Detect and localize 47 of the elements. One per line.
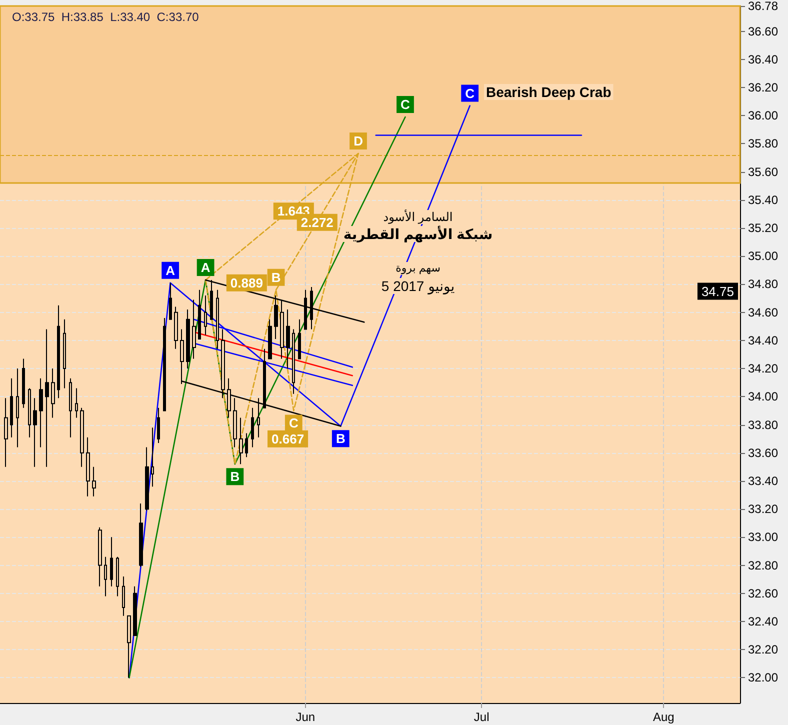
- annotation: 0.889: [230, 275, 263, 290]
- y-tick-label: 34.60: [748, 305, 778, 320]
- y-tick-label: 33.80: [748, 418, 778, 432]
- annotation: Bearish Deep Crab: [486, 84, 612, 100]
- annotation: سهم بروة: [396, 262, 440, 274]
- data-label: B: [336, 431, 346, 446]
- y-tick-label: 34.40: [748, 333, 778, 348]
- y-tick-label: 35.00: [748, 249, 778, 264]
- y-tick-label: 34.00: [748, 390, 778, 404]
- y-tick-label: 32.20: [748, 642, 778, 657]
- y-tick-label: 34.80: [748, 277, 778, 292]
- y-tick-label: 32.40: [748, 614, 778, 628]
- y-tick-label: 36.20: [748, 80, 778, 95]
- x-tick-label: Jul: [474, 710, 490, 724]
- y-tick-label: 32.60: [748, 586, 778, 600]
- y-tick-label: 32.80: [748, 558, 778, 572]
- annotation: 2.272: [300, 214, 334, 230]
- y-tick-label: 35.20: [748, 221, 778, 236]
- data-label: B: [271, 270, 281, 285]
- y-tick-label: 33.20: [748, 502, 778, 516]
- y-tick-label: 35.80: [748, 136, 778, 151]
- y-tick-label: 36.78: [748, 0, 778, 13]
- annotation: 34.75: [701, 284, 734, 299]
- annotation: O:33.75 H:33.85 L:33.40 C:33.70: [12, 10, 200, 24]
- y-tick-label: 36.00: [748, 108, 778, 123]
- y-tick-label: 32.00: [748, 670, 778, 685]
- y-tick-label: 33.60: [748, 446, 778, 460]
- x-tick-label: Aug: [652, 710, 674, 724]
- annotation: السامر الأسود: [383, 209, 453, 224]
- data-label: A: [200, 260, 211, 276]
- data-label: C: [400, 97, 411, 112]
- y-tick-label: 35.60: [748, 164, 778, 179]
- y-tick-label: 33.40: [748, 474, 778, 488]
- data-label: C: [465, 86, 476, 101]
- data-label: D: [354, 134, 363, 149]
- data-label: C: [288, 416, 299, 431]
- y-tick-label: 34.20: [748, 362, 778, 376]
- y-tick-label: 35.40: [748, 192, 778, 207]
- annotation: شبكة الأسهم القطرية: [343, 225, 493, 243]
- x-tick-label: Jun: [296, 710, 316, 724]
- y-tick-label: 33.00: [748, 530, 778, 544]
- data-label: B: [230, 469, 240, 484]
- y-tick-label: 36.60: [748, 24, 778, 38]
- annotation: 5 يونيو 2017: [381, 278, 455, 295]
- data-label: A: [166, 262, 176, 278]
- y-tick-label: 36.40: [748, 52, 778, 66]
- annotation: 0.667: [272, 431, 304, 446]
